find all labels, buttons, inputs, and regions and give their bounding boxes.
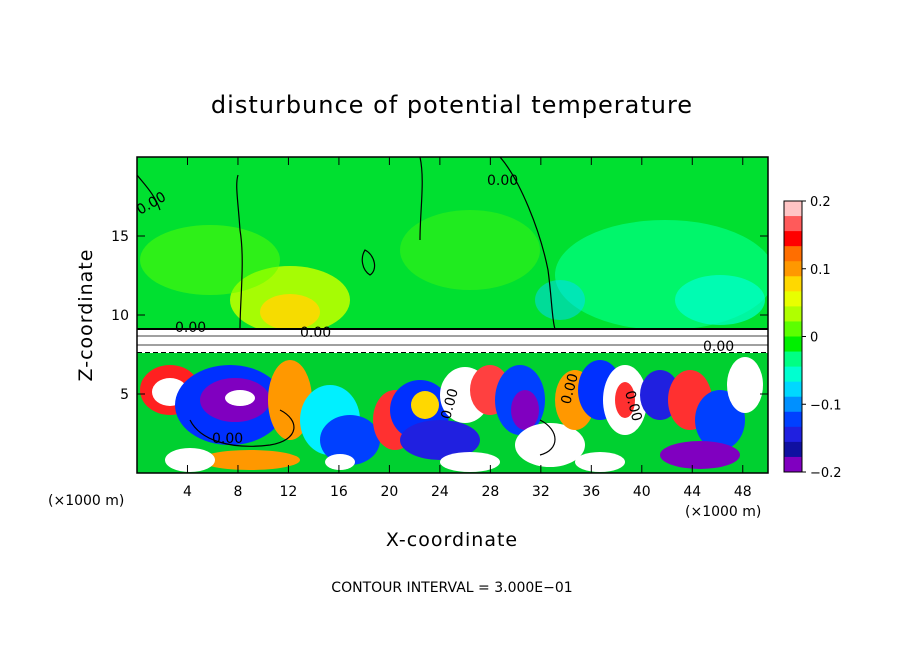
colorbar-swatch <box>784 291 802 307</box>
contour-label: 0.00 <box>175 320 206 336</box>
colorbar-swatch <box>784 426 802 443</box>
colorbar-swatch <box>784 396 802 413</box>
x-tick-label: 28 <box>481 484 499 500</box>
colorbar-swatch <box>784 306 802 322</box>
y-tick-label: 5 <box>120 387 129 403</box>
warm-anomaly-orange <box>260 294 320 330</box>
colorbar-swatch <box>784 411 802 428</box>
colorbar-tick-label: 0 <box>810 331 818 346</box>
x-tick-label: 20 <box>380 484 398 500</box>
interface-band <box>137 329 768 353</box>
colorbar-tick-label: −0.2 <box>810 466 842 481</box>
colorbar-tick-label: 0.2 <box>810 195 831 210</box>
colorbar-ticks: 0.2 0.1 0 −0.1 −0.2 <box>802 195 842 481</box>
chart-title: disturbunce of potential temperature <box>211 91 693 119</box>
colorbar-swatch <box>784 246 802 262</box>
colorbar-swatch <box>784 276 802 292</box>
contour-label: 0.00 <box>300 325 331 341</box>
x-tick-label: 4 <box>183 484 192 500</box>
colorbar-swatch <box>784 366 802 383</box>
contour-interval-note: CONTOUR INTERVAL = 3.000E−01 <box>331 580 572 596</box>
x-tick-label: 24 <box>431 484 449 500</box>
y-axis-title: Z-coordinate <box>75 249 97 382</box>
x-tick-label: 16 <box>330 484 348 500</box>
light-green-patch-2 <box>400 210 540 290</box>
colorbar-tick-label: 0.1 <box>810 263 831 278</box>
colorbar-swatch <box>784 381 802 398</box>
colorbar-swatch <box>784 441 802 458</box>
colorbar-swatch <box>784 216 802 232</box>
colorbar-swatch <box>784 201 802 217</box>
contour-label: 0.00 <box>438 387 462 421</box>
colorbar-swatch <box>784 231 802 247</box>
y-tick-label: 15 <box>111 229 129 245</box>
contour-label: 0.00 <box>212 431 243 447</box>
x-tick-label: 12 <box>280 484 298 500</box>
colorbar-swatch <box>784 336 802 353</box>
x-tick-label: 36 <box>582 484 600 500</box>
colorbar-swatch <box>784 351 802 368</box>
x-tick-label: 40 <box>633 484 651 500</box>
contour-label: 0.00 <box>558 372 582 406</box>
x-tick-label: 8 <box>233 484 242 500</box>
contour-label: 0.00 <box>487 173 518 189</box>
colorbar-tick-label: −0.1 <box>810 398 842 413</box>
light-green-patch <box>140 225 280 295</box>
colorbar-swatch <box>784 321 802 337</box>
y-axis: 5 10 15 <box>111 229 768 403</box>
cyan-patch-mid <box>535 280 585 320</box>
y-tick-label: 10 <box>111 308 129 324</box>
colorbar <box>784 201 802 473</box>
x-unit-label-right: (×1000 m) <box>685 504 761 520</box>
x-tick-label: 32 <box>532 484 550 500</box>
contour-label: 0.00 <box>621 389 645 423</box>
x-unit-label: (×1000 m) <box>48 493 124 509</box>
x-axis-title: X-coordinate <box>386 529 518 551</box>
colorbar-swatch <box>784 456 802 473</box>
x-tick-label: 44 <box>683 484 701 500</box>
contour-label: 0.00 <box>703 339 734 355</box>
turbulent-blobs <box>140 357 763 472</box>
zero-contours <box>137 157 556 456</box>
colorbar-swatch <box>784 261 802 277</box>
cool-anomaly-right-2 <box>675 275 765 325</box>
heatmap-field <box>137 157 768 473</box>
x-tick-label: 48 <box>734 484 752 500</box>
x-axis: 4 8 12 16 20 24 28 32 36 40 44 48 <box>183 157 752 500</box>
